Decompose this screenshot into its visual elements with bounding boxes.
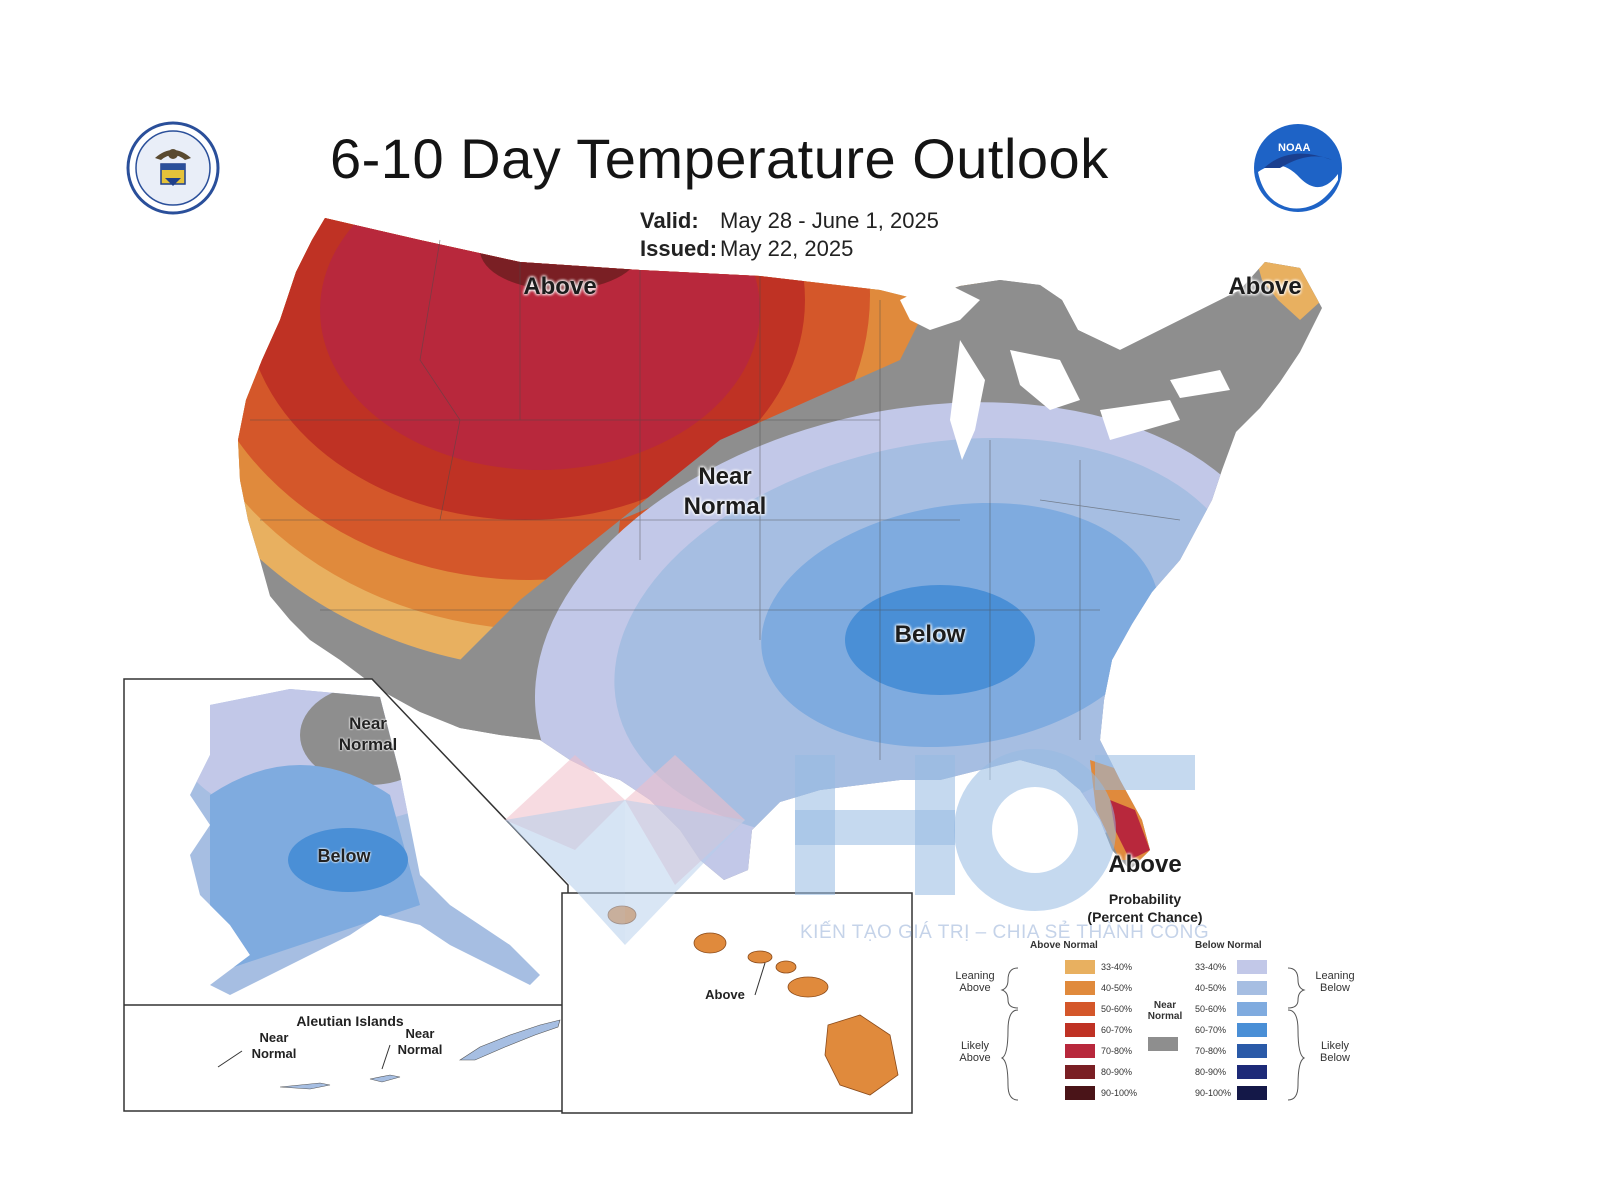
label-northeast-above: Above bbox=[1228, 273, 1302, 300]
label-central-near: Near bbox=[698, 463, 752, 490]
aleutian-left-normal: Normal bbox=[251, 1046, 297, 1061]
legend-leaning-below-1: Leaning bbox=[1315, 970, 1355, 982]
legend-below-range: 33-40% bbox=[1195, 962, 1227, 972]
alaska-near-normal: Near Normal bbox=[328, 713, 408, 755]
alaska-near: Near bbox=[349, 714, 387, 733]
legend-below-swatch bbox=[1237, 1002, 1267, 1016]
legend-title-line1: Probability bbox=[1108, 891, 1182, 907]
legend-below-range: 80-90% bbox=[1195, 1067, 1227, 1077]
legend-above-swatch bbox=[1065, 1023, 1095, 1037]
page-title: 6-10 Day Temperature Outlook bbox=[330, 127, 1109, 190]
legend-near-1: Near bbox=[1153, 1000, 1177, 1011]
legend-below-swatch bbox=[1237, 1065, 1267, 1079]
aleutian-near-normal-right: Near Normal bbox=[390, 1026, 450, 1058]
legend-above-range: 60-70% bbox=[1101, 1025, 1133, 1035]
label-northwest-above: Above bbox=[523, 273, 597, 300]
legend-title: Probability (Percent Chance) bbox=[1060, 890, 1230, 926]
legend-above-row: 50-60% bbox=[1065, 1002, 1175, 1018]
legend-braces bbox=[1000, 967, 1306, 1101]
legend-above-header: Above Normal bbox=[1030, 940, 1098, 951]
legend-above-swatch bbox=[1065, 1002, 1095, 1016]
legend-below-range: 50-60% bbox=[1195, 1004, 1227, 1014]
legend-above-range: 40-50% bbox=[1101, 983, 1133, 993]
legend-above-range: 33-40% bbox=[1101, 962, 1133, 972]
legend-below-row: 90-100% bbox=[1195, 1086, 1305, 1102]
aleutian-title: Aleutian Islands bbox=[296, 1013, 404, 1029]
aleutian-right-near: Near bbox=[405, 1026, 435, 1041]
legend-above-swatch bbox=[1065, 1044, 1095, 1058]
valid-value: May 28 - June 1, 2025 bbox=[720, 208, 939, 233]
legend-near-normal-swatch bbox=[1148, 1037, 1178, 1051]
legend-likely-above-2: Above bbox=[959, 1052, 991, 1064]
legend-likely-above: Likely Above bbox=[945, 1040, 1005, 1064]
legend-likely-below-1: Likely bbox=[1320, 1040, 1350, 1052]
legend-below-range: 90-100% bbox=[1195, 1088, 1232, 1098]
legend-above-row: 80-90% bbox=[1065, 1065, 1175, 1081]
alaska-inset bbox=[123, 678, 569, 1112]
legend-below-swatch bbox=[1237, 1044, 1267, 1058]
legend-below-row: 33-40% bbox=[1195, 960, 1305, 976]
legend-near-normal-label: Near Normal bbox=[1140, 1000, 1190, 1022]
legend-likely-below-2: Below bbox=[1320, 1052, 1350, 1064]
legend-below-swatch bbox=[1237, 1086, 1267, 1100]
legend-above-row: 90-100% bbox=[1065, 1086, 1175, 1102]
noaa-logo-text: NOAA bbox=[1278, 142, 1311, 154]
aleutian-left-near: Near bbox=[259, 1030, 289, 1045]
hawaii-above: Above bbox=[705, 987, 745, 1002]
legend-above-range: 80-90% bbox=[1101, 1067, 1133, 1077]
legend-above-row: 60-70% bbox=[1065, 1023, 1175, 1039]
hct-watermark-icon bbox=[505, 749, 1195, 945]
legend-below-row: 60-70% bbox=[1195, 1023, 1305, 1039]
legend-below-row: 70-80% bbox=[1195, 1044, 1305, 1060]
aleutian-near-normal-left: Near Normal bbox=[244, 1030, 304, 1062]
legend-below-swatch bbox=[1237, 981, 1267, 995]
legend-above-row: 40-50% bbox=[1065, 981, 1175, 997]
legend-leaning-below-2: Below bbox=[1320, 982, 1350, 994]
legend-title-line2: (Percent Chance) bbox=[1087, 909, 1203, 925]
legend-leaning-above-1: Leaning bbox=[955, 970, 995, 982]
legend-leaning-above: Leaning Above bbox=[945, 970, 1005, 994]
legend-below-range: 70-80% bbox=[1195, 1046, 1227, 1056]
valid-dates: Valid: May 28 - June 1, 2025 bbox=[640, 208, 939, 234]
legend-above-range: 50-60% bbox=[1101, 1004, 1133, 1014]
legend-above-swatch bbox=[1065, 1065, 1095, 1079]
issued-label: Issued: bbox=[640, 236, 718, 261]
legend-likely-above-1: Likely bbox=[960, 1040, 990, 1052]
legend-below-header: Below Normal bbox=[1195, 940, 1262, 951]
legend-below-row: 80-90% bbox=[1195, 1065, 1305, 1081]
legend-above-swatch bbox=[1065, 981, 1095, 995]
label-southeast-below: Below bbox=[894, 621, 966, 648]
noaa-logo-icon: NOAA bbox=[1250, 120, 1346, 216]
legend-below-row: 50-60% bbox=[1195, 1002, 1305, 1018]
legend-below-row: 40-50% bbox=[1195, 981, 1305, 997]
alaska-normal: Normal bbox=[338, 735, 398, 754]
legend-below-swatch bbox=[1237, 1023, 1267, 1037]
legend-above-row: 33-40% bbox=[1065, 960, 1175, 976]
legend-leaning-below: Leaning Below bbox=[1305, 970, 1365, 994]
legend-below-range: 60-70% bbox=[1195, 1025, 1227, 1035]
legend-above-range: 70-80% bbox=[1101, 1046, 1133, 1056]
legend-below-range: 40-50% bbox=[1195, 983, 1227, 993]
legend-above-range: 90-100% bbox=[1101, 1088, 1138, 1098]
legend-above-swatch bbox=[1065, 1086, 1095, 1100]
legend-above-swatch bbox=[1065, 960, 1095, 974]
valid-label: Valid: bbox=[640, 208, 699, 233]
doc-seal-icon bbox=[125, 120, 221, 216]
label-central-near-normal: Near Normal bbox=[670, 462, 780, 522]
issued-date: Issued: May 22, 2025 bbox=[640, 236, 853, 262]
legend-likely-below: Likely Below bbox=[1305, 1040, 1365, 1064]
legend-below-swatch bbox=[1237, 960, 1267, 974]
label-florida-above: Above bbox=[1108, 851, 1182, 878]
legend-near-2: Normal bbox=[1147, 1011, 1183, 1022]
aleutian-right-normal: Normal bbox=[397, 1042, 443, 1057]
legend-leaning-above-2: Above bbox=[959, 982, 991, 994]
hct-watermark-tagline: KIẾN TẠO GIÁ TRỊ – CHIA SẺ THÀNH CÔNG bbox=[800, 922, 1210, 943]
label-central-normal: Normal bbox=[683, 493, 767, 520]
legend-above-row: 70-80% bbox=[1065, 1044, 1175, 1060]
alaska-below: Below bbox=[317, 846, 371, 866]
issued-value: May 22, 2025 bbox=[720, 236, 854, 261]
